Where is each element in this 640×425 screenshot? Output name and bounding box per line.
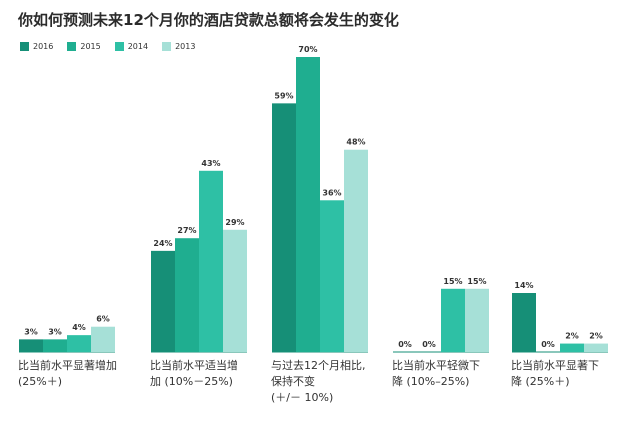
category-label-line: (＋/－ 10%) (271, 391, 334, 404)
chart-title: 你如何预测未来12个月你的酒店贷款总额将会发生的变化 (18, 11, 399, 29)
legend-swatch (162, 41, 172, 51)
category-label-line: 加 (10%－25%) (150, 375, 233, 388)
bar (19, 339, 43, 352)
bar (344, 149, 368, 352)
bar (43, 339, 67, 352)
bar-value-label: 15% (467, 277, 486, 286)
bar-value-label: 3% (24, 327, 38, 336)
legend: 2016 2015 2014 2013 (20, 40, 195, 52)
category-label-line: 比当前水平显著下 (511, 359, 599, 372)
bar-value-label: 43% (201, 159, 220, 168)
bar-value-label: 14% (514, 281, 533, 290)
bar-value-label: 6% (96, 315, 110, 324)
category-label: 与过去12个月相比, 保持不变 (＋/－ 10%) (271, 358, 366, 406)
bar (199, 170, 223, 352)
bar-value-label: 4% (72, 323, 86, 332)
legend-item-2014: 2014 (114, 40, 149, 52)
bar-value-label: 70% (298, 45, 317, 54)
bar-value-label: 0% (398, 340, 412, 349)
bar-value-label: 2% (589, 332, 603, 341)
bar-value-label: 36% (322, 188, 341, 197)
category-label-line: 比当前水平显著增加 (18, 359, 117, 372)
category-label: 比当前水平显著下降 (25%＋) (511, 358, 599, 390)
bar (465, 288, 489, 352)
bar (175, 238, 199, 352)
category-label: 比当前水平适当增加 (10%－25%) (150, 358, 238, 390)
bar-value-label: 59% (274, 91, 293, 100)
bar (320, 200, 344, 352)
bar (512, 293, 536, 352)
category-label-line: 与过去12个月相比, (271, 359, 366, 372)
bar-value-label: 0% (541, 340, 555, 349)
category-label-line: 降 (25%＋) (511, 375, 570, 388)
bar-value-label: 27% (177, 226, 196, 235)
legend-label: 2015 (80, 41, 101, 51)
bar (560, 343, 584, 352)
bar-value-label: 2% (565, 332, 579, 341)
bar-value-label: 24% (153, 239, 172, 248)
legend-item-2013: 2013 (162, 40, 195, 52)
bar-value-label: 3% (48, 327, 62, 336)
bar (67, 335, 91, 352)
legend-swatch (67, 41, 77, 51)
category-label: 比当前水平显著增加 (25%＋) (18, 358, 117, 390)
bar (272, 103, 296, 352)
bar-value-label: 15% (443, 277, 462, 286)
legend-label: 2013 (175, 41, 196, 51)
bar (441, 288, 465, 352)
legend-label: 2016 (33, 41, 54, 51)
category-label-line: 降 (10%–25%) (392, 375, 470, 388)
bar-value-label: 0% (422, 340, 436, 349)
bar (584, 343, 608, 352)
bar (91, 326, 115, 352)
category-label: 比当前水平轻微下降 (10%–25%) (392, 358, 480, 390)
category-label-line: 比当前水平轻微下 (392, 359, 480, 372)
legend-item-2015: 2015 (67, 40, 101, 52)
category-label-line: 比当前水平适当增 (150, 359, 238, 372)
bar (151, 250, 175, 352)
legend-item-2016: 2016 (20, 40, 53, 52)
bar-value-label: 29% (225, 218, 244, 227)
legend-label: 2014 (127, 41, 149, 51)
bar-value-label: 48% (346, 138, 365, 147)
legend-swatch (114, 41, 124, 51)
bar (223, 229, 247, 352)
legend-swatch (20, 41, 29, 51)
bar (296, 57, 320, 352)
category-label-line: 保持不变 (271, 375, 315, 388)
category-label-line: (25%＋) (18, 375, 63, 388)
